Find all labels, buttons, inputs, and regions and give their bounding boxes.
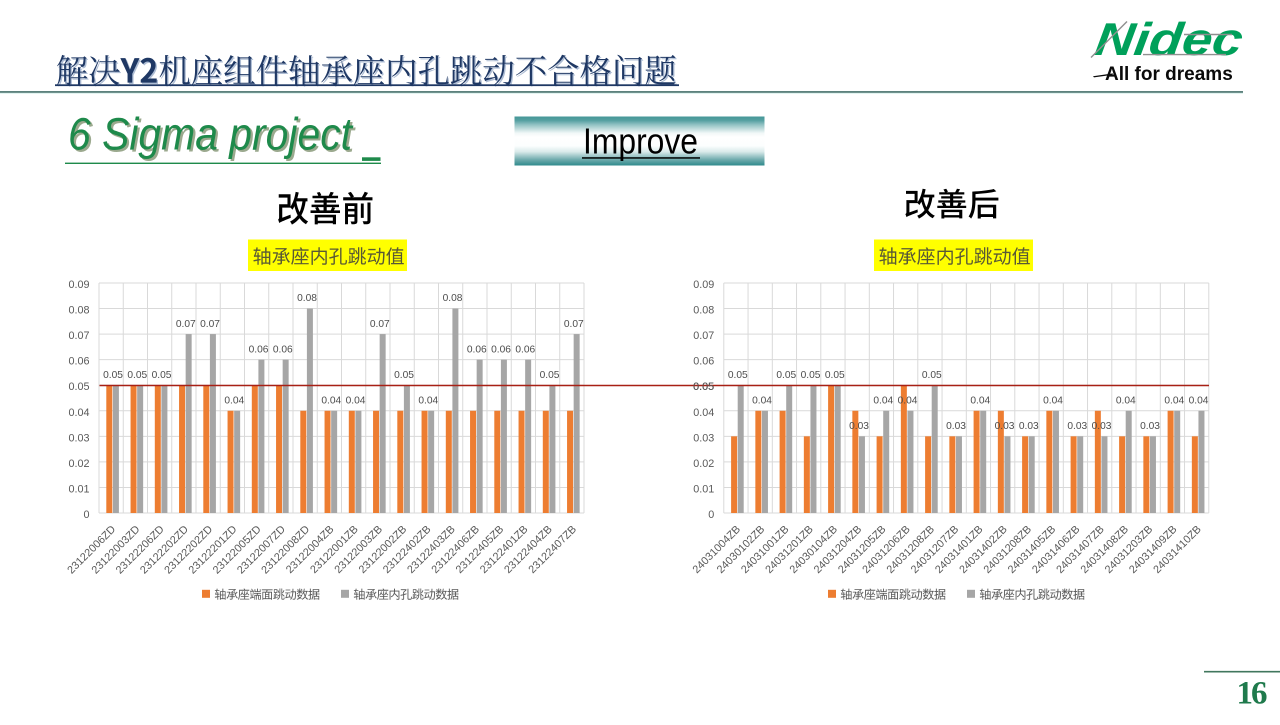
svg-text:0.03: 0.03	[1019, 421, 1039, 432]
svg-text:0.04: 0.04	[898, 395, 918, 406]
svg-text:Improve: Improve	[583, 121, 698, 162]
svg-text:0.04: 0.04	[346, 395, 366, 406]
svg-text:0.03: 0.03	[1067, 421, 1087, 432]
svg-text:0.04: 0.04	[224, 395, 244, 406]
svg-text:0.04: 0.04	[693, 407, 714, 419]
svg-text:0.05: 0.05	[152, 370, 172, 381]
svg-text:0.05: 0.05	[728, 370, 748, 381]
svg-text:0.08: 0.08	[297, 293, 317, 304]
svg-text:6 Sigma project: 6 Sigma project	[70, 110, 356, 161]
svg-text:0.05: 0.05	[103, 370, 123, 381]
svg-text:0.02: 0.02	[68, 458, 89, 470]
svg-text:0.09: 0.09	[68, 279, 89, 291]
svg-text:6 Sigma project: 6 Sigma project	[68, 108, 354, 159]
svg-text:0.04: 0.04	[752, 395, 772, 406]
svg-text:0.05: 0.05	[801, 370, 821, 381]
svg-text:0.03: 0.03	[946, 421, 966, 432]
svg-text:0.07: 0.07	[564, 319, 584, 330]
svg-text:0.03: 0.03	[1140, 421, 1160, 432]
svg-text:16: 16	[1237, 676, 1268, 712]
svg-text:Nidec: Nidec	[1092, 13, 1247, 65]
svg-text:0.06: 0.06	[249, 344, 269, 355]
svg-text:0.07: 0.07	[370, 319, 390, 330]
svg-text:0.02: 0.02	[693, 458, 714, 470]
svg-text:0.04: 0.04	[970, 395, 990, 406]
svg-text:0.03: 0.03	[1092, 421, 1112, 432]
svg-text:0.07: 0.07	[200, 319, 220, 330]
svg-text:0.04: 0.04	[1116, 395, 1136, 406]
svg-text:0.05: 0.05	[776, 370, 796, 381]
svg-text:0.04: 0.04	[873, 395, 893, 406]
svg-text:0: 0	[83, 509, 89, 521]
svg-text:0.06: 0.06	[693, 356, 714, 368]
svg-text:0.06: 0.06	[491, 344, 511, 355]
svg-text:0.04: 0.04	[68, 407, 89, 419]
svg-text:0.01: 0.01	[68, 483, 89, 495]
svg-text:0.07: 0.07	[176, 319, 196, 330]
svg-text:0.05: 0.05	[127, 370, 147, 381]
svg-text:0.07: 0.07	[693, 330, 714, 342]
svg-text:0.05: 0.05	[693, 381, 714, 393]
svg-text:0.05: 0.05	[922, 370, 942, 381]
svg-text:0.05: 0.05	[825, 370, 845, 381]
svg-text:0.05: 0.05	[693, 381, 714, 393]
svg-text:0.08: 0.08	[693, 305, 714, 317]
svg-text:0.04: 0.04	[418, 395, 438, 406]
svg-text:0.08: 0.08	[68, 305, 89, 317]
svg-text:0.03: 0.03	[995, 421, 1015, 432]
svg-text:0.06: 0.06	[273, 344, 293, 355]
svg-text:All for dreams: All for dreams	[1105, 64, 1233, 85]
svg-text:0.04: 0.04	[321, 395, 341, 406]
svg-text:0.06: 0.06	[515, 344, 535, 355]
svg-text:0: 0	[708, 509, 714, 521]
svg-text:0.06: 0.06	[467, 344, 487, 355]
svg-text:0.05: 0.05	[540, 370, 560, 381]
svg-text:0.04: 0.04	[1043, 395, 1063, 406]
svg-text:0.04: 0.04	[1189, 395, 1209, 406]
svg-text:0.03: 0.03	[849, 421, 869, 432]
svg-text:0.04: 0.04	[1164, 395, 1184, 406]
svg-text:0.01: 0.01	[693, 483, 714, 495]
svg-text:0.05: 0.05	[68, 381, 89, 393]
svg-text:0.08: 0.08	[443, 293, 463, 304]
svg-text:0.03: 0.03	[693, 432, 714, 444]
svg-text:0.09: 0.09	[693, 279, 714, 291]
svg-text:0.06: 0.06	[68, 356, 89, 368]
svg-text:0.03: 0.03	[68, 432, 89, 444]
svg-text:0.05: 0.05	[394, 370, 414, 381]
svg-text:0.07: 0.07	[68, 330, 89, 342]
